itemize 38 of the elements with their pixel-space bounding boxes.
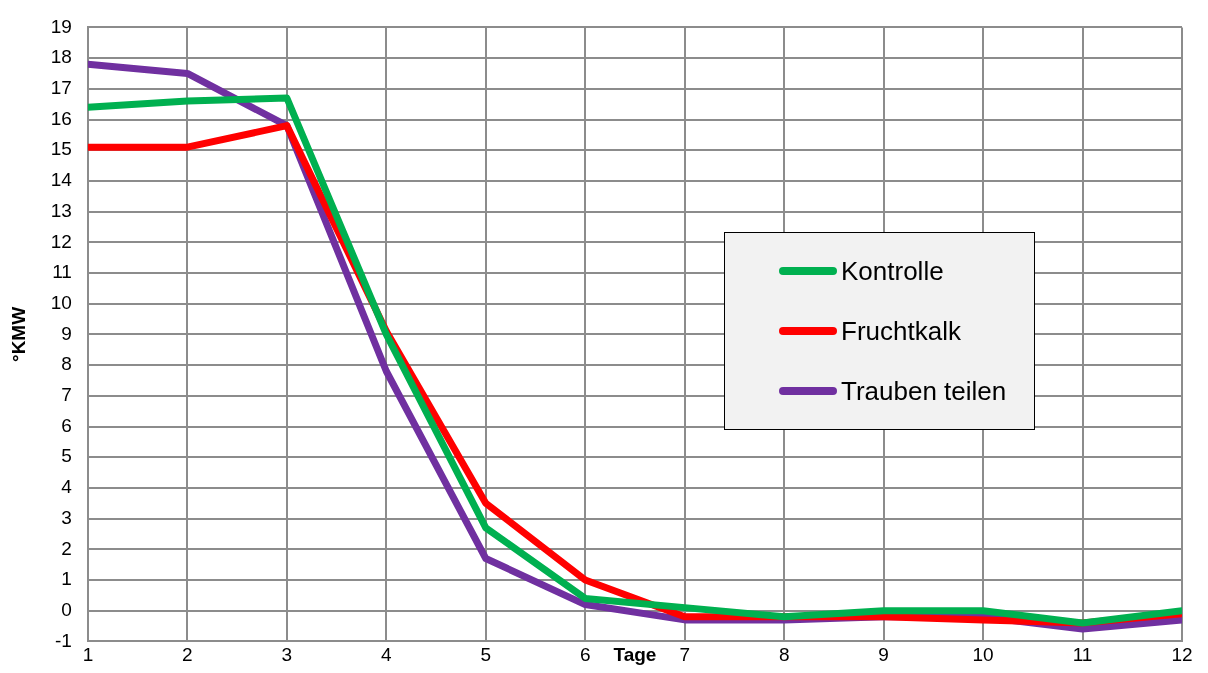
x-tick-label: 6 bbox=[579, 644, 591, 666]
x-tick-label: 2 bbox=[182, 644, 193, 666]
x-tick-label: 9 bbox=[878, 644, 889, 666]
y-tick-label: 6 bbox=[61, 414, 72, 436]
y-tick-label: 5 bbox=[61, 445, 72, 467]
y-tick-label: 3 bbox=[61, 506, 72, 528]
legend-label: Trauben teilen bbox=[841, 375, 1007, 407]
y-tick-label: 13 bbox=[50, 199, 72, 221]
y-tick-label: 14 bbox=[50, 169, 73, 191]
y-tick-label: 11 bbox=[52, 261, 72, 283]
x-tick-label: 8 bbox=[778, 644, 790, 666]
x-tick-label: 1 bbox=[82, 644, 94, 666]
y-tick-label: 7 bbox=[61, 384, 72, 406]
y-tick-label: 9 bbox=[61, 322, 72, 344]
y-tick-label: 10 bbox=[50, 291, 72, 313]
x-tick-label: 12 bbox=[1171, 644, 1193, 666]
y-tick-label: 18 bbox=[50, 46, 72, 68]
y-tick-label: 4 bbox=[61, 476, 73, 498]
x-tick-label: 3 bbox=[281, 644, 293, 666]
x-tick-label: 5 bbox=[480, 644, 492, 666]
y-tick-label: 19 bbox=[50, 15, 72, 37]
y-tick-label: 8 bbox=[61, 353, 72, 375]
y-tick-label: 17 bbox=[50, 77, 72, 99]
y-tick-label: 12 bbox=[50, 230, 72, 252]
y-tick-label: 16 bbox=[50, 107, 72, 129]
legend-label: Fruchtkalk bbox=[841, 315, 961, 347]
y-tick-label: 0 bbox=[61, 598, 72, 620]
x-tick-label: 10 bbox=[972, 644, 994, 666]
y-tick-label: -1 bbox=[55, 629, 72, 651]
y-tick-label: 15 bbox=[50, 138, 72, 160]
y-tick-label: 1 bbox=[61, 568, 72, 590]
x-tick-label: 11 bbox=[1072, 644, 1093, 666]
legend-label: Kontrolle bbox=[841, 255, 944, 287]
x-tick-label: 4 bbox=[381, 644, 393, 666]
y-tick-label: 2 bbox=[61, 537, 72, 559]
y-axis-title: °KMW bbox=[7, 306, 29, 362]
x-axis-title: Tage bbox=[613, 643, 657, 665]
x-tick-label: 7 bbox=[679, 644, 690, 666]
